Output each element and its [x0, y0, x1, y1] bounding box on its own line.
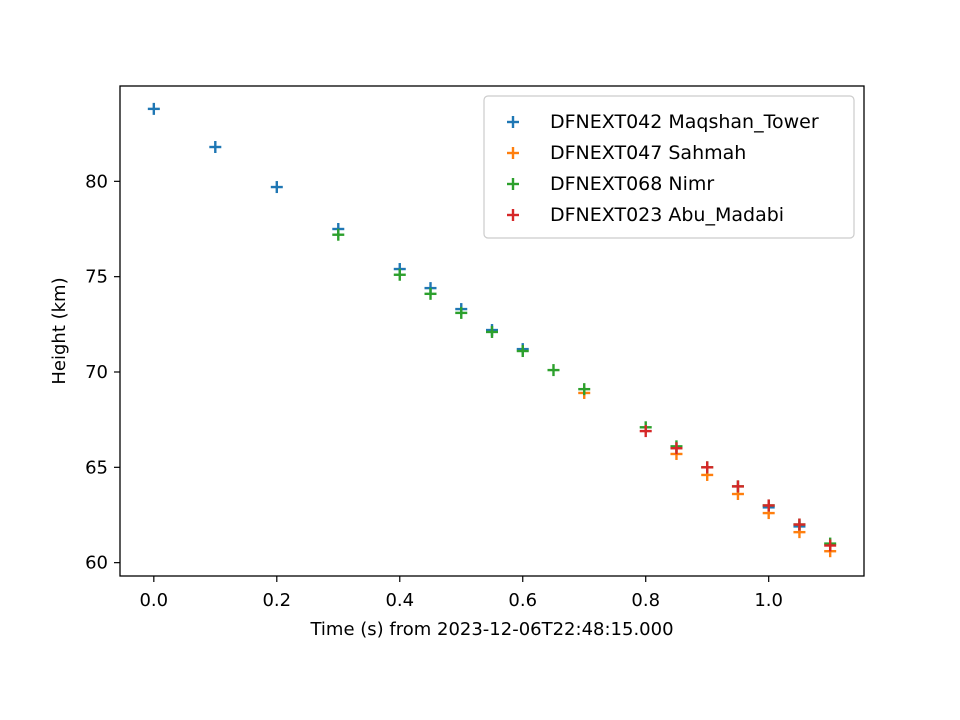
- legend-marker: [507, 116, 519, 128]
- legend-marker: [507, 209, 519, 221]
- data-point: [332, 228, 345, 241]
- data-point: [824, 539, 837, 552]
- y-tick-label: 80: [85, 171, 108, 192]
- legend-label: DFNEXT068 Nimr: [550, 173, 714, 195]
- data-point: [424, 287, 437, 300]
- x-tick-label: 0.2: [262, 590, 291, 611]
- legend-item: DFNEXT047 Sahmah: [507, 142, 746, 164]
- data-point: [701, 461, 714, 474]
- data-point: [762, 499, 775, 512]
- data-point: [270, 181, 283, 194]
- x-tick-label: 1.0: [754, 590, 783, 611]
- legend-marker: [507, 178, 519, 190]
- y-tick-label: 75: [85, 267, 108, 288]
- legend-marker: [507, 147, 519, 159]
- x-tick-label: 0.6: [508, 590, 537, 611]
- data-point: [516, 345, 529, 358]
- y-tick-label: 65: [85, 457, 108, 478]
- legend-label: DFNEXT047 Sahmah: [550, 142, 746, 164]
- y-tick-label: 70: [85, 362, 108, 383]
- data-point: [670, 442, 683, 455]
- data-point: [393, 268, 406, 281]
- data-point: [486, 325, 498, 338]
- data-point: [793, 518, 806, 531]
- data-point: [547, 364, 560, 377]
- legend-label: DFNEXT042 Maqshan_Tower: [550, 111, 819, 133]
- data-point: [731, 480, 744, 493]
- legend-label: DFNEXT023 Abu_Madabi: [550, 204, 784, 226]
- x-tick-label: 0.8: [631, 590, 660, 611]
- x-tick-label: 0.0: [139, 590, 168, 611]
- legend-item: DFNEXT023 Abu_Madabi: [507, 204, 784, 226]
- series-4: [639, 425, 837, 552]
- data-point: [147, 102, 160, 115]
- data-point: [455, 306, 468, 319]
- y-axis-label: Height (km): [49, 277, 70, 384]
- y-tick-label: 60: [85, 553, 108, 574]
- legend: DFNEXT042 Maqshan_Tower DFNEXT047 Sahmah D…: [483, 95, 855, 239]
- data-point: [578, 383, 591, 396]
- data-point: [639, 425, 652, 438]
- y-axis: 60 65 70 75 80: [85, 171, 120, 574]
- legend-item: DFNEXT042 Maqshan_Tower: [507, 111, 819, 133]
- plot-frame: [119, 85, 865, 577]
- data-point: [209, 141, 222, 154]
- legend-box: [483, 95, 855, 239]
- x-axis-label: Time (s) from 2023-12-06T22:48:15.000: [309, 619, 673, 640]
- data-points: [147, 102, 837, 558]
- x-tick-label: 0.4: [385, 590, 414, 611]
- x-axis: 0.0 0.2 0.4 0.6 0.8 1.0: [139, 576, 783, 611]
- legend-item: DFNEXT068 Nimr: [507, 173, 714, 195]
